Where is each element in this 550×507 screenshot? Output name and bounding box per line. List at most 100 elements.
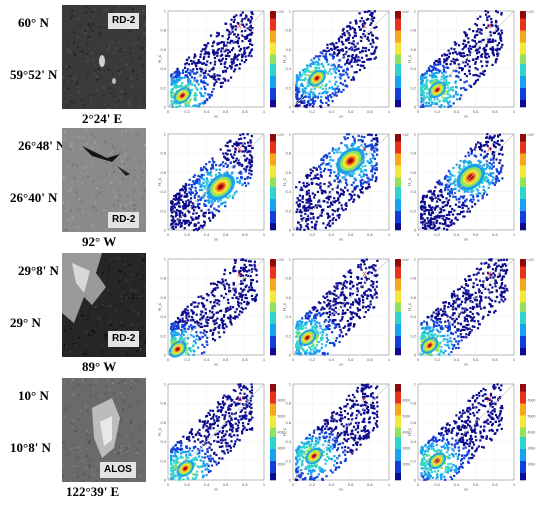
density-point — [477, 313, 480, 316]
density-point — [309, 98, 313, 101]
colorbar-segment — [270, 321, 276, 325]
density-point — [327, 49, 330, 52]
density-point — [341, 176, 344, 179]
density-point — [429, 208, 432, 211]
density-point — [336, 54, 339, 57]
colorbar-segment — [395, 198, 401, 202]
density-point — [460, 285, 463, 288]
density-point — [199, 184, 202, 187]
density-point — [201, 310, 204, 314]
density-point — [500, 12, 503, 15]
density-point — [475, 57, 478, 60]
density-point — [314, 328, 317, 331]
density-point — [307, 200, 310, 203]
density-point — [295, 325, 298, 328]
density-point — [369, 13, 372, 16]
density-point — [250, 286, 253, 289]
density-point — [249, 153, 252, 157]
density-point — [436, 63, 439, 66]
sar-image-graphic — [62, 128, 146, 232]
density-point — [224, 79, 227, 82]
colorbar-segment — [395, 311, 401, 315]
density-point — [307, 84, 310, 87]
density-point — [369, 143, 372, 146]
density-point — [451, 208, 454, 211]
density-point — [305, 185, 309, 188]
density-point — [474, 34, 477, 37]
density-point — [460, 94, 463, 97]
density-point — [365, 258, 368, 261]
density-point — [243, 270, 246, 273]
density-point — [313, 352, 316, 355]
density-point — [206, 169, 209, 172]
density-point — [483, 49, 486, 52]
density-point — [444, 343, 447, 347]
colorbar-segment — [395, 92, 401, 96]
density-point — [227, 317, 230, 320]
density-point — [432, 227, 435, 230]
y-tick-label: 0 — [289, 353, 292, 358]
density-point — [315, 324, 318, 327]
density-point — [308, 74, 311, 77]
density-point — [485, 155, 488, 158]
density-point — [243, 150, 246, 153]
density-point — [343, 299, 346, 302]
density-point — [492, 272, 495, 275]
density-point — [467, 151, 470, 154]
density-point — [329, 183, 332, 186]
density-point — [454, 195, 457, 199]
density-point — [186, 76, 189, 79]
density-point — [359, 64, 362, 67]
density-point — [195, 331, 198, 334]
density-point — [299, 199, 302, 202]
density-point — [304, 73, 307, 76]
density-point — [203, 43, 206, 47]
density-point — [231, 62, 234, 65]
density-point — [438, 179, 441, 182]
density-point — [369, 162, 372, 165]
density-point — [224, 162, 227, 165]
density-point — [242, 167, 246, 170]
density-point — [239, 287, 243, 290]
density-point — [440, 210, 443, 213]
density-point — [203, 329, 206, 332]
density-point — [217, 42, 220, 45]
density-point — [173, 220, 177, 223]
density-point — [454, 51, 457, 54]
density-point — [433, 98, 436, 101]
density-point — [251, 31, 254, 34]
density-point — [457, 63, 460, 66]
density-point — [234, 148, 237, 151]
colorbar-segment — [395, 136, 401, 140]
density-point — [492, 54, 495, 57]
density-point — [319, 205, 322, 208]
colorbar-segment — [270, 170, 276, 173]
density-point — [327, 63, 330, 66]
density-point — [370, 178, 373, 181]
colorbar-segment — [270, 222, 276, 226]
density-point — [328, 162, 331, 165]
density-point — [169, 91, 173, 95]
density-point — [429, 189, 432, 192]
density-point — [436, 68, 439, 71]
density-point — [491, 24, 494, 27]
density-point — [420, 91, 423, 95]
density-point — [487, 173, 491, 176]
density-point — [190, 91, 193, 94]
density-point — [309, 198, 312, 201]
density-point — [353, 49, 356, 52]
density-point — [483, 178, 486, 181]
density-point — [366, 297, 369, 300]
density-point — [369, 157, 372, 161]
density-point — [443, 105, 446, 108]
density-point — [186, 205, 190, 208]
density-point — [476, 189, 480, 192]
density-point — [193, 76, 196, 80]
density-point — [234, 41, 238, 44]
density-point — [205, 299, 209, 302]
density-point — [504, 284, 507, 287]
density-point — [213, 207, 216, 210]
colorbar-segment — [520, 194, 526, 197]
density-point — [334, 83, 337, 86]
density-point — [370, 11, 373, 14]
